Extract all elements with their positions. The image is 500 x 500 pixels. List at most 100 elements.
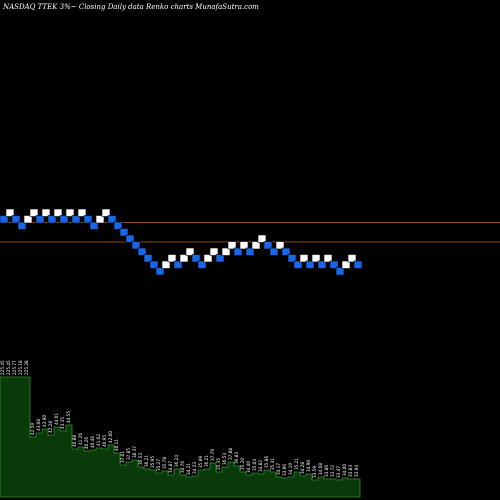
renko-brick-down	[107, 215, 117, 224]
volume-label: 33.96	[282, 464, 287, 476]
renko-brick-down	[233, 247, 243, 256]
renko-brick-up	[209, 247, 219, 256]
volume-label: 42.28	[48, 421, 53, 433]
volume-label: 225.45	[0, 360, 5, 375]
renko-brick-up	[95, 215, 105, 224]
renko-brick-down	[329, 260, 339, 269]
volume-label: 33.83	[348, 465, 353, 477]
volume-label: 33.47	[336, 466, 341, 478]
volume-label: 37.85	[126, 448, 131, 460]
renko-brick-up	[5, 208, 15, 217]
renko-brick-down	[245, 247, 255, 256]
renko-brick-down	[281, 247, 291, 256]
renko-brick-down	[11, 215, 21, 224]
volume-label: 34.33	[192, 462, 197, 474]
volume-label: 40.26	[84, 437, 89, 449]
renko-brick-down	[269, 247, 279, 256]
renko-brick-up	[179, 254, 189, 263]
renko-bricks	[0, 208, 363, 276]
renko-brick-up	[161, 260, 171, 269]
renko-brick-down	[83, 215, 93, 224]
volume-label: 33.59	[312, 466, 317, 478]
volume-label: 34.90	[306, 460, 311, 472]
renko-brick-down	[119, 228, 129, 237]
renko-brick-down	[173, 260, 183, 269]
volume-label: 225.77	[12, 360, 17, 375]
renko-brick-up	[41, 208, 51, 217]
volume-label: 40.95	[102, 435, 107, 447]
volume-label: 34.17	[276, 463, 281, 475]
renko-brick-up	[23, 215, 33, 224]
renko-brick-up	[311, 254, 321, 263]
volume-label: 225.45	[6, 360, 11, 375]
volume-label: 41.26	[78, 433, 83, 445]
renko-brick-down	[287, 254, 297, 263]
renko-brick-down	[35, 215, 45, 224]
volume-label: 42.00	[108, 431, 113, 443]
renko-brick-up	[101, 208, 111, 217]
volume-label: 33.72	[330, 465, 335, 477]
volume-label: 42.59	[30, 423, 35, 435]
volume-label: 33.94	[354, 465, 359, 477]
volume-label: 37.88	[228, 448, 233, 460]
renko-brick-down	[149, 260, 159, 269]
volume-label: 34.82	[258, 460, 263, 472]
renko-brick-up	[323, 254, 333, 263]
volume-label: 34.00	[342, 464, 347, 476]
reference-lines	[0, 222, 500, 243]
renko-brick-down	[353, 260, 363, 269]
renko-brick-down	[113, 221, 123, 230]
renko-brick-down	[263, 241, 273, 250]
volume-label: 43.08	[36, 419, 41, 431]
volume-label: 41.02	[96, 434, 101, 446]
volume-label: 38.37	[132, 446, 137, 458]
volume-label: 35.04	[252, 459, 257, 471]
volume-label: 35.35	[216, 458, 221, 470]
renko-brick-up	[221, 247, 231, 256]
renko-brick-down	[335, 267, 345, 276]
volume-label: 44.01	[54, 413, 59, 425]
volume-label: 34.40	[246, 461, 251, 473]
renko-brick-up	[251, 241, 261, 250]
volume-label: 34.08	[318, 463, 323, 475]
renko-brick-down	[125, 234, 135, 243]
volume-label: 40.11	[114, 439, 119, 451]
renko-brick-down	[317, 260, 327, 269]
volume-panel	[0, 376, 361, 498]
volume-label: 35.20	[240, 458, 245, 470]
renko-brick-up	[239, 241, 249, 250]
renko-brick-down	[89, 221, 99, 230]
renko-brick-down	[191, 254, 201, 263]
renko-brick-up	[275, 241, 285, 250]
renko-brick-down	[293, 260, 303, 269]
renko-brick-down	[71, 215, 81, 224]
volume-label: 40.88	[72, 435, 77, 447]
renko-brick-down	[59, 215, 69, 224]
renko-brick-down	[143, 254, 153, 263]
volume-label: 34.76	[180, 461, 185, 473]
chart-title: NASDAQ TTEK 3%~ Closing Daily data Renko…	[2, 3, 259, 11]
volume-label: 43.90	[42, 415, 47, 427]
renko-brick-up	[185, 247, 195, 256]
volume-label: 44.55	[66, 411, 71, 423]
renko-brick-down	[215, 254, 225, 263]
volume-area	[0, 376, 361, 498]
renko-brick-down	[305, 260, 315, 269]
renko-brick-up	[341, 260, 351, 269]
renko-brick-down	[155, 267, 165, 276]
volume-label: 35.95	[150, 456, 155, 468]
volume-label: 34.21	[186, 463, 191, 475]
volume-label: 34.28	[300, 462, 305, 474]
volume-label: 35.89	[198, 456, 203, 468]
renko-brick-down	[197, 260, 207, 269]
volume-label: 40.46	[90, 436, 95, 448]
renko-brick-up	[203, 254, 213, 263]
renko-brick-down	[47, 215, 57, 224]
volume-label: 37.79	[210, 449, 215, 461]
renko-brick-down	[137, 247, 147, 256]
volume-label: 35.78	[162, 457, 167, 469]
volume-label: 37.01	[120, 451, 125, 463]
volume-label: 36.53	[138, 453, 143, 465]
renko-brick-up	[53, 208, 63, 217]
